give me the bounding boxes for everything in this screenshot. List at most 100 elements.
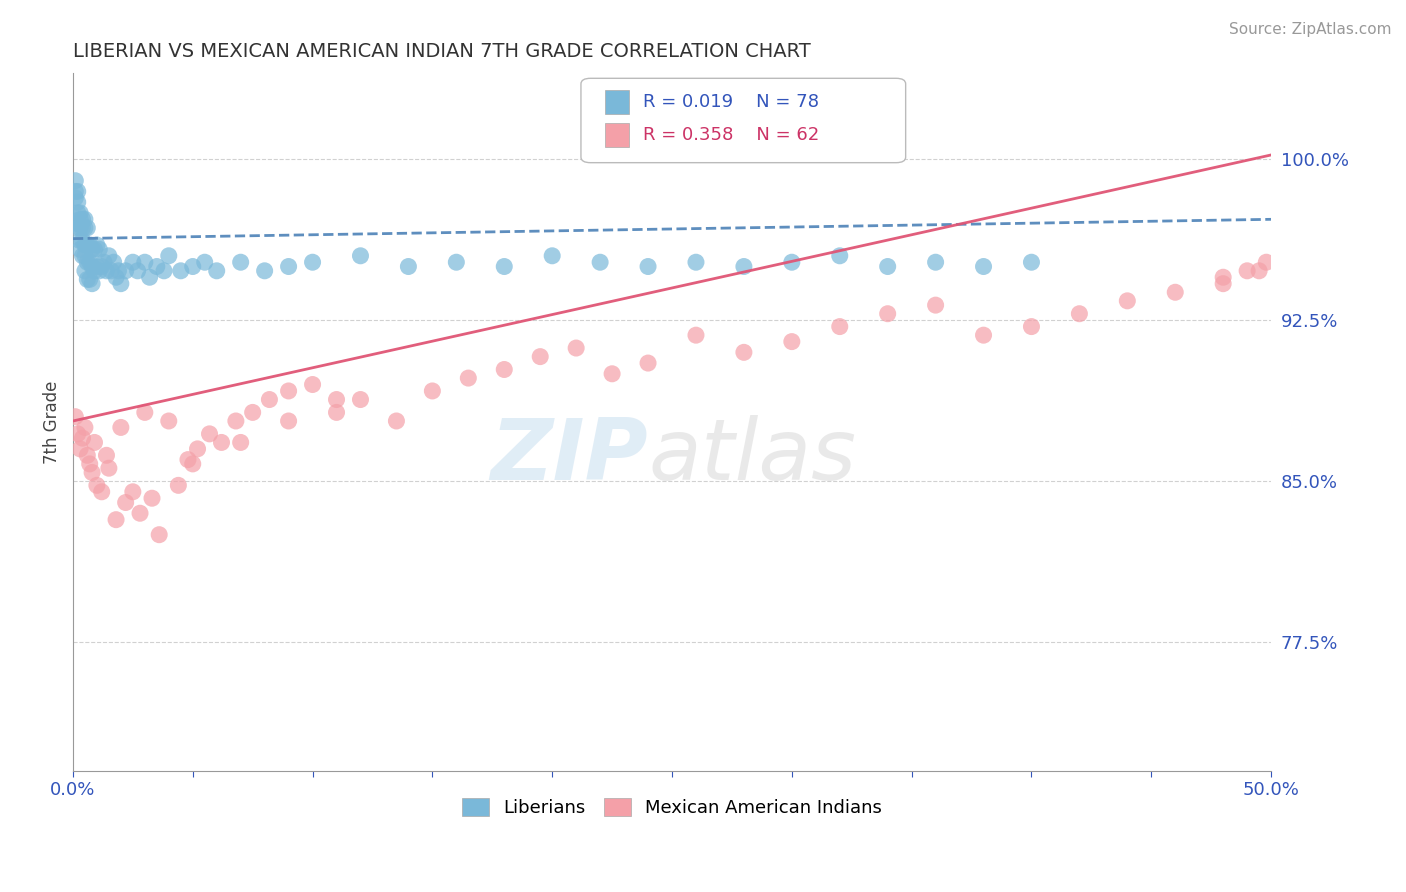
Point <box>134 255 156 269</box>
Point <box>733 260 755 274</box>
Point <box>181 457 204 471</box>
Point <box>349 392 371 407</box>
Point <box>141 491 163 506</box>
Point <box>446 255 468 269</box>
Point <box>79 255 101 269</box>
Point <box>105 270 128 285</box>
Point <box>82 243 104 257</box>
Point <box>72 234 94 248</box>
Point <box>65 185 87 199</box>
Point <box>66 220 89 235</box>
Point <box>685 328 707 343</box>
Point <box>685 255 707 269</box>
Point <box>66 185 89 199</box>
Point <box>637 260 659 274</box>
Point <box>422 384 444 398</box>
Point <box>167 478 190 492</box>
Point <box>157 249 180 263</box>
Bar <box>605 90 628 114</box>
Point <box>211 435 233 450</box>
Point <box>73 420 96 434</box>
Point <box>72 212 94 227</box>
Point <box>225 414 247 428</box>
Point <box>65 191 87 205</box>
Point <box>277 260 299 274</box>
Point <box>72 220 94 235</box>
Point <box>86 238 108 252</box>
Point <box>93 255 115 269</box>
Point <box>103 255 125 269</box>
Point <box>76 272 98 286</box>
Point <box>69 206 91 220</box>
Point <box>110 420 132 434</box>
Point <box>69 220 91 235</box>
Point <box>69 212 91 227</box>
Point <box>72 249 94 263</box>
Point <box>733 345 755 359</box>
Point <box>73 249 96 263</box>
Legend: Liberians, Mexican American Indians: Liberians, Mexican American Indians <box>454 790 890 824</box>
Point <box>86 260 108 274</box>
Point <box>1212 270 1234 285</box>
Point <box>973 328 995 343</box>
Point <box>76 238 98 252</box>
Point <box>973 260 995 274</box>
Point <box>385 414 408 428</box>
Point <box>65 174 87 188</box>
Point <box>66 195 89 210</box>
Point <box>780 255 803 269</box>
Point <box>600 367 623 381</box>
Point <box>1021 319 1043 334</box>
Point <box>277 384 299 398</box>
Point <box>66 426 89 441</box>
Point <box>79 457 101 471</box>
Text: LIBERIAN VS MEXICAN AMERICAN INDIAN 7TH GRADE CORRELATION CHART: LIBERIAN VS MEXICAN AMERICAN INDIAN 7TH … <box>73 42 811 61</box>
Point <box>186 442 208 456</box>
Point <box>349 249 371 263</box>
Point <box>194 255 217 269</box>
Bar <box>605 123 628 146</box>
Point <box>924 298 946 312</box>
Point <box>105 513 128 527</box>
Point <box>259 392 281 407</box>
Point <box>589 255 612 269</box>
Point <box>82 260 104 274</box>
Point <box>1212 277 1234 291</box>
Point <box>79 272 101 286</box>
Point <box>114 264 136 278</box>
Point <box>1236 264 1258 278</box>
Point <box>1164 285 1187 300</box>
Point <box>828 319 851 334</box>
Point <box>73 212 96 227</box>
Point <box>76 448 98 462</box>
Text: R = 0.019    N = 78: R = 0.019 N = 78 <box>644 93 820 111</box>
Point <box>83 243 105 257</box>
Point <box>76 255 98 269</box>
Point <box>89 243 111 257</box>
Point <box>301 377 323 392</box>
Point <box>301 255 323 269</box>
Point <box>325 392 347 407</box>
Point <box>96 264 118 278</box>
Point <box>100 264 122 278</box>
FancyBboxPatch shape <box>581 78 905 162</box>
Text: Source: ZipAtlas.com: Source: ZipAtlas.com <box>1229 22 1392 37</box>
Point <box>72 431 94 445</box>
Point <box>277 414 299 428</box>
Point <box>396 260 419 274</box>
Point <box>138 270 160 285</box>
Point <box>876 307 898 321</box>
Point <box>83 264 105 278</box>
Point <box>129 506 152 520</box>
Point <box>157 414 180 428</box>
Point <box>541 249 564 263</box>
Point <box>69 234 91 248</box>
Point <box>494 362 516 376</box>
Point <box>79 238 101 252</box>
Point <box>114 495 136 509</box>
Point <box>90 484 112 499</box>
Point <box>1021 255 1043 269</box>
Point <box>97 461 120 475</box>
Point <box>828 249 851 263</box>
Point <box>780 334 803 349</box>
